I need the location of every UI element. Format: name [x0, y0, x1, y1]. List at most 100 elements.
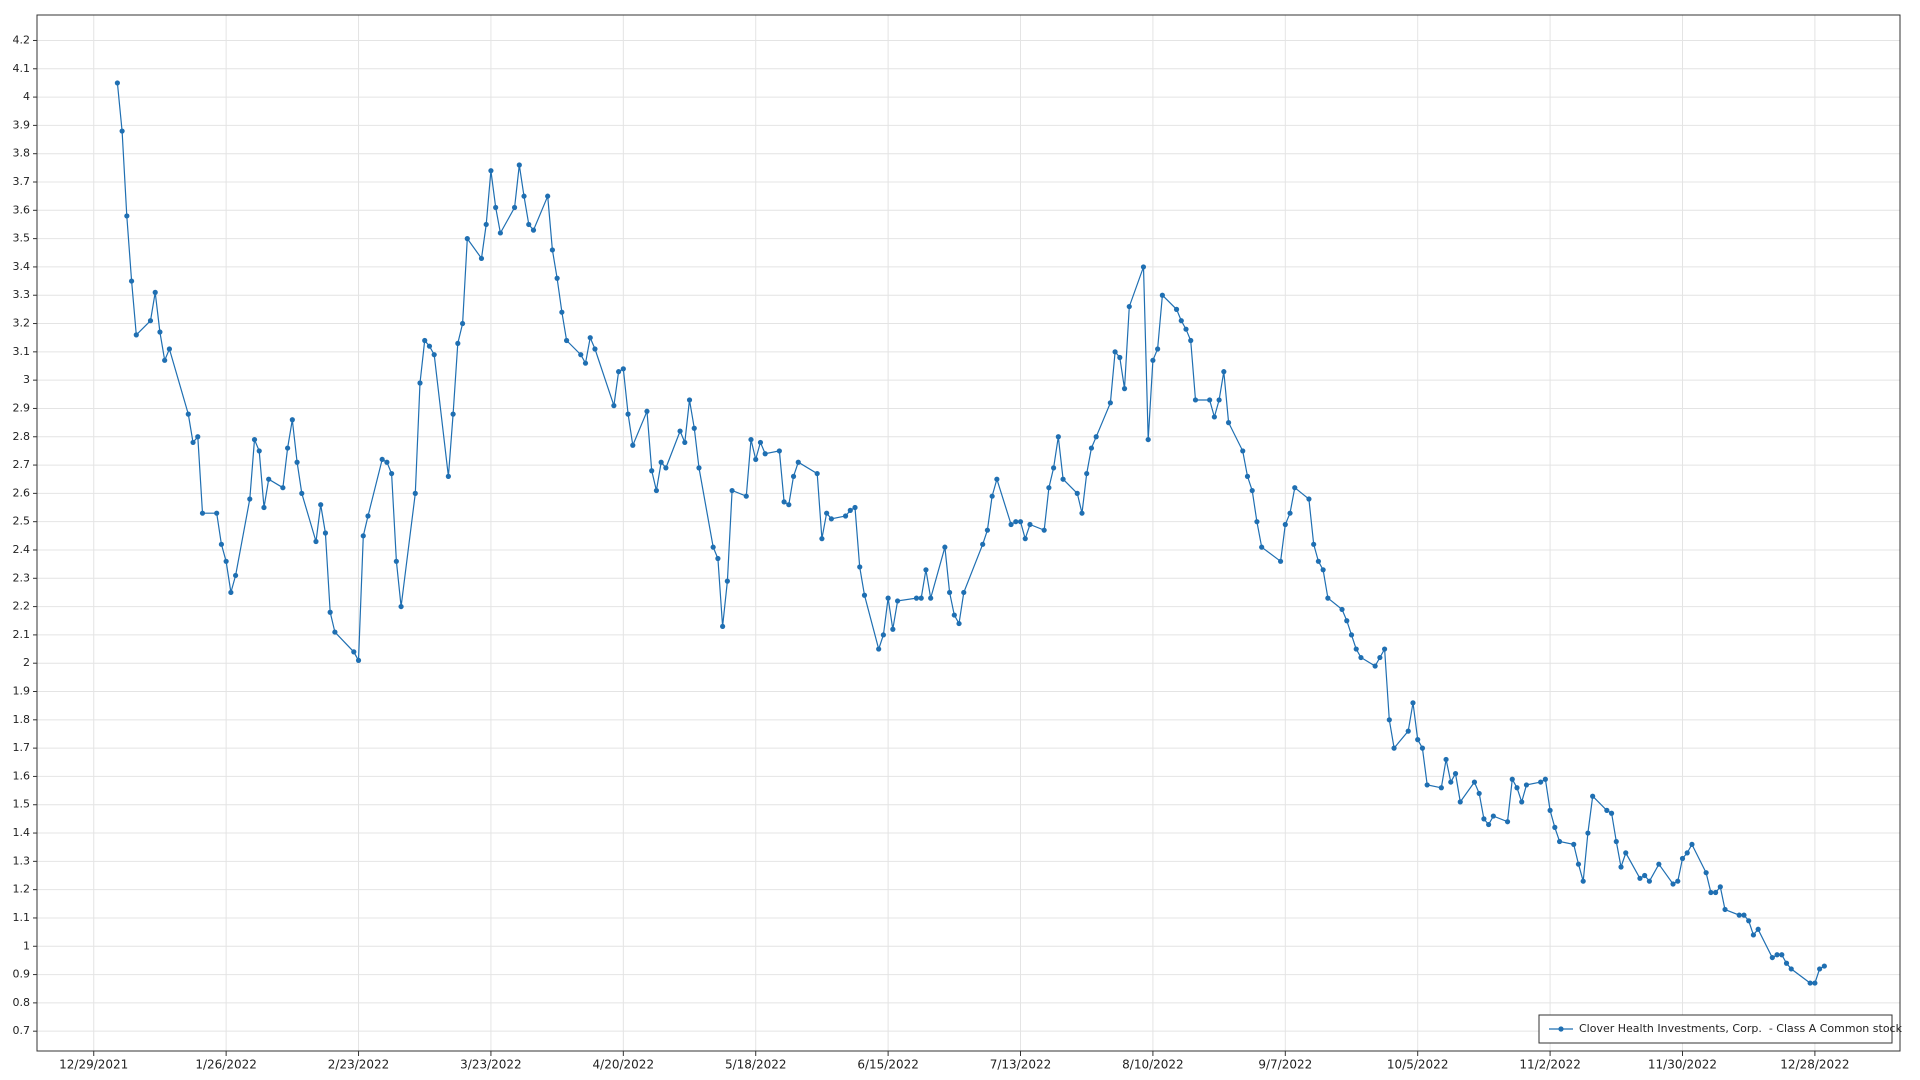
y-tick-label: 2.3 — [13, 571, 31, 584]
y-tick-label: 2.2 — [13, 600, 31, 613]
data-point — [1221, 369, 1227, 375]
data-point — [327, 609, 333, 615]
data-point — [1013, 519, 1019, 525]
data-point — [630, 442, 636, 448]
data-point — [625, 411, 631, 417]
data-point — [1088, 445, 1095, 451]
data-point — [1642, 872, 1648, 879]
data-point — [1580, 878, 1586, 884]
x-tick-label: 1/26/2022 — [195, 1058, 257, 1072]
data-point — [1769, 954, 1775, 961]
data-point — [928, 595, 934, 601]
data-point — [1074, 490, 1080, 496]
data-point — [393, 558, 399, 564]
x-tick-label: 3/23/2022 — [460, 1058, 522, 1072]
data-point — [563, 337, 570, 344]
data-point — [658, 459, 664, 465]
data-point — [285, 445, 291, 451]
data-point — [124, 213, 130, 219]
data-point — [857, 564, 863, 570]
data-point — [1112, 349, 1118, 355]
data-point — [1490, 813, 1496, 819]
data-point — [266, 476, 272, 482]
x-tick-label: 12/29/2021 — [59, 1058, 128, 1072]
data-point — [824, 510, 830, 516]
data-point — [1812, 980, 1818, 986]
data-point — [880, 632, 886, 638]
data-point — [256, 448, 262, 454]
data-point — [247, 496, 253, 502]
data-point — [1415, 737, 1421, 743]
y-tick-label: 1.7 — [13, 741, 31, 754]
data-point — [842, 513, 849, 519]
data-point — [1405, 728, 1411, 734]
data-point — [1051, 465, 1057, 471]
data-point — [743, 493, 749, 499]
data-point — [251, 436, 258, 443]
data-point — [1041, 527, 1047, 533]
data-point — [355, 657, 362, 663]
data-point — [166, 346, 172, 352]
data-point — [379, 456, 385, 463]
data-point — [649, 468, 655, 474]
data-point — [1618, 864, 1624, 870]
data-point — [1788, 966, 1794, 972]
data-point — [1722, 906, 1728, 913]
data-point — [611, 403, 617, 409]
data-point — [1306, 496, 1312, 502]
y-tick-label: 2.9 — [13, 401, 31, 414]
data-point — [1244, 473, 1251, 479]
data-point — [885, 595, 891, 601]
data-point — [133, 332, 139, 338]
data-point — [894, 598, 901, 604]
data-point — [715, 555, 721, 562]
data-point — [332, 629, 338, 635]
data-point — [913, 595, 920, 601]
data-point — [1055, 434, 1061, 440]
data-point — [190, 439, 196, 446]
data-point — [1410, 700, 1416, 706]
data-point — [1736, 912, 1742, 918]
data-point — [1188, 337, 1194, 344]
data-point — [592, 346, 598, 352]
data-point — [493, 204, 499, 211]
data-point — [1471, 779, 1478, 785]
data-point — [1438, 785, 1444, 791]
data-point — [280, 485, 286, 491]
data-point — [1292, 485, 1298, 491]
y-tick-label: 3.9 — [13, 118, 31, 131]
data-point — [1254, 519, 1260, 525]
data-point — [729, 487, 735, 494]
data-point — [1173, 306, 1180, 312]
data-point — [1240, 448, 1246, 454]
data-point — [677, 428, 683, 434]
data-point — [1027, 521, 1033, 528]
data-point — [923, 567, 929, 573]
data-point — [578, 352, 584, 358]
data-point — [795, 459, 801, 465]
y-tick-label: 0.9 — [13, 968, 31, 981]
data-point — [819, 536, 825, 542]
data-point — [417, 380, 423, 386]
data-point — [228, 589, 234, 596]
data-point — [1344, 618, 1350, 624]
data-point — [1207, 397, 1213, 403]
plot-frame — [36, 14, 1901, 1052]
y-tick-label: 0.7 — [13, 1024, 31, 1037]
data-point — [790, 473, 797, 479]
y-tick-label: 1.9 — [13, 685, 31, 698]
data-point — [587, 335, 593, 341]
data-point — [1608, 810, 1615, 816]
data-point — [644, 408, 650, 414]
data-point — [422, 337, 428, 344]
data-point — [620, 366, 626, 372]
data-point — [426, 343, 433, 349]
x-tick-label: 6/15/2022 — [857, 1058, 919, 1072]
y-tick-label: 2.1 — [13, 628, 31, 641]
data-point — [1419, 745, 1426, 751]
data-point — [861, 592, 868, 598]
data-point — [1675, 878, 1681, 884]
series-line — [116, 82, 1825, 984]
data-point — [1670, 881, 1676, 887]
data-point — [1552, 824, 1558, 830]
